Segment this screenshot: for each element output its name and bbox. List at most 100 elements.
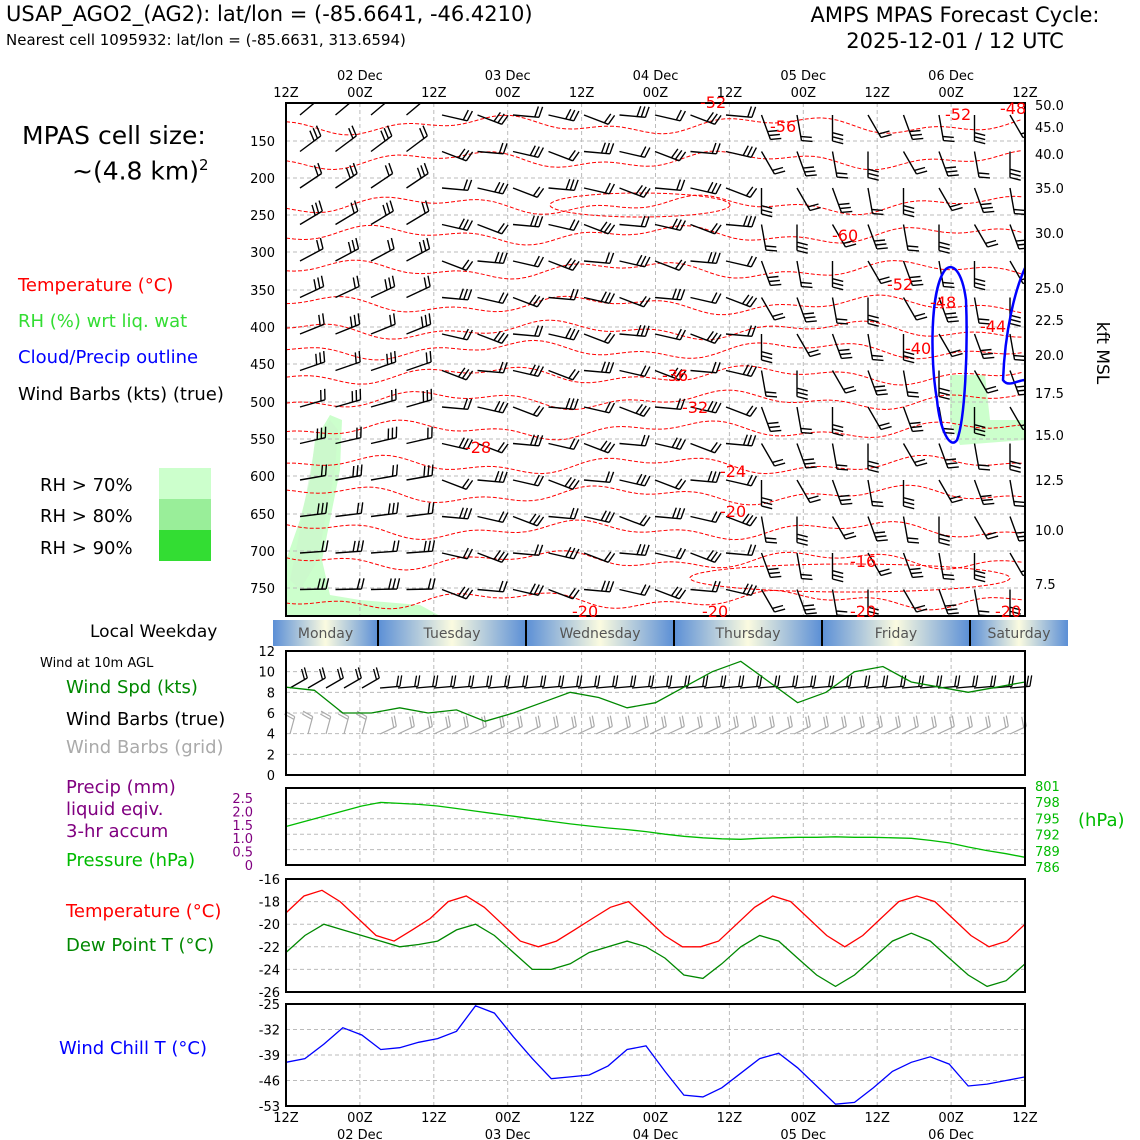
wind-barb xyxy=(796,552,813,581)
wind-barb xyxy=(1009,333,1025,362)
grid-wind-barb xyxy=(451,715,469,735)
wind-barb xyxy=(760,260,782,287)
wind-barb xyxy=(796,406,813,435)
contour-label: -32 xyxy=(682,398,708,417)
wind-barb xyxy=(867,552,892,577)
weekday-cell xyxy=(674,620,822,646)
weekday-label: Tuesday xyxy=(423,626,481,642)
wind-barb xyxy=(938,516,950,546)
wind-barb xyxy=(760,552,782,579)
cell-size-title: MPAS cell size: xyxy=(22,121,206,150)
grid-wind-barb xyxy=(1009,715,1027,735)
wind-barb xyxy=(1009,552,1025,577)
y-tick: 789 xyxy=(1035,845,1060,860)
y-tick: 1.0 xyxy=(232,832,253,847)
wind-barb xyxy=(619,295,651,308)
wind-barb xyxy=(619,324,650,337)
cloud-outline xyxy=(931,265,968,444)
kft-tick: 30.0 xyxy=(1035,227,1064,242)
wind-barb xyxy=(690,549,722,563)
wind-barb xyxy=(335,200,359,226)
grid-wind-barb xyxy=(397,715,415,735)
legend-precip: Precip (mm) xyxy=(66,777,176,798)
top-date-label: 02 Dec xyxy=(337,69,383,84)
surface-wind-barb xyxy=(973,675,997,689)
wind-barb xyxy=(512,405,545,417)
cell-size-exp: 2 xyxy=(199,156,209,174)
wind-barb xyxy=(406,275,431,299)
wind-barb xyxy=(796,151,817,177)
temperature-contour xyxy=(286,589,1023,611)
grid-wind-barb xyxy=(883,715,901,735)
forecast-title: AMPS MPAS Forecast Cycle: xyxy=(810,3,1100,27)
y-tick: 0 xyxy=(245,859,253,874)
wind-barb xyxy=(335,502,364,518)
wind-barb xyxy=(654,259,687,271)
surface-wind-barb xyxy=(397,675,421,689)
contour-label: -20 xyxy=(702,602,728,621)
pressure-tick: 750 xyxy=(250,582,275,597)
grid-wind-barb xyxy=(505,715,523,735)
wind-barb xyxy=(725,215,757,228)
temperature-contour xyxy=(286,484,1023,506)
surface-wind-barb xyxy=(811,675,835,689)
bottom-date-label: 04 Dec xyxy=(633,1128,679,1140)
temperature-contour xyxy=(286,224,1023,246)
wind-barb xyxy=(548,476,580,490)
grid-wind-barb xyxy=(649,715,667,735)
surface-wind-barb xyxy=(649,675,673,689)
wind-barb xyxy=(299,125,322,153)
wind-barb xyxy=(867,333,884,362)
surface-wind-barb xyxy=(793,675,817,689)
wind-barb xyxy=(831,589,849,616)
wind-barb xyxy=(760,370,778,398)
forecast-cycle: 2025-12-01 / 12 UTC xyxy=(846,29,1064,53)
wind-barb xyxy=(867,224,888,250)
kft-tick: 17.5 xyxy=(1035,387,1064,402)
temperature-contour xyxy=(286,454,1023,475)
grid-wind-barb xyxy=(685,715,703,735)
top-time-tick: 00Z xyxy=(938,86,964,101)
grid-wind-barb xyxy=(757,715,775,735)
wind-barb xyxy=(406,426,433,445)
bottom-time-tick: 00Z xyxy=(791,1111,817,1126)
wind-barb xyxy=(690,361,721,374)
wind-barb xyxy=(831,516,857,540)
wind-barb xyxy=(406,464,434,481)
wind-barb xyxy=(441,328,474,341)
wind-barb xyxy=(654,179,686,191)
grid-wind-barb xyxy=(320,710,332,735)
wind-barb xyxy=(902,516,920,544)
bottom-time-tick: 12Z xyxy=(864,1111,890,1126)
wind-barb xyxy=(902,552,924,579)
legend-rh80: RH > 80% xyxy=(40,506,133,527)
surface-wind-barb xyxy=(739,675,763,689)
wind-barb xyxy=(902,297,928,321)
temperature-contour-closed xyxy=(689,563,1011,593)
surface-wind-barb xyxy=(865,675,889,689)
y-tick: 4 xyxy=(267,728,275,743)
y-tick: 10 xyxy=(258,666,275,681)
surface-wind-barb xyxy=(559,675,583,689)
weekday-label: Monday xyxy=(298,626,353,642)
top-date-label: 04 Dec xyxy=(633,69,679,84)
wind-barb xyxy=(299,502,328,518)
y-tick: 2.0 xyxy=(232,805,253,820)
wind-barb xyxy=(477,470,508,483)
wind-barb xyxy=(548,368,580,381)
contour-label: -48 xyxy=(1000,99,1026,118)
contour-label: -36 xyxy=(662,366,688,385)
wind-barb xyxy=(477,142,508,155)
surface-wind-barb xyxy=(631,675,655,689)
temperature-contour xyxy=(286,319,1023,341)
wind-barb xyxy=(938,114,955,143)
grid-wind-barb xyxy=(613,715,631,735)
wind-barb xyxy=(760,297,786,321)
weekday-bar: Monday Tuesday Wednesday Thursday Friday Satu… xyxy=(273,620,1068,646)
kft-tick: 7.5 xyxy=(1035,578,1056,593)
wind-barb xyxy=(796,114,813,143)
forecast-cycle-title: AMPS MPAS Forecast Cycle: 2025-12-01 / 1… xyxy=(770,2,1140,54)
wind-barb xyxy=(831,333,853,360)
wind-barb xyxy=(938,589,959,615)
pressure-tick: 200 xyxy=(250,172,275,187)
